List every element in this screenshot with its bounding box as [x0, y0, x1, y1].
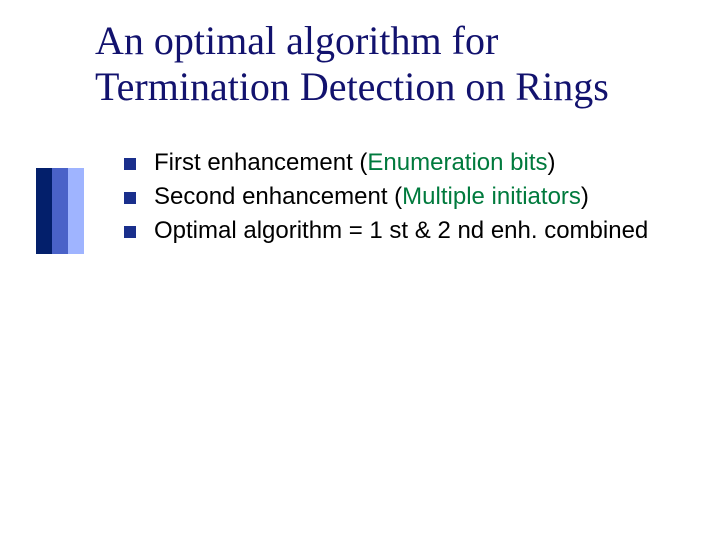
page-title: An optimal algorithm for Termination Det… [95, 18, 685, 110]
list-item-text: First enhancement (Enumeration bits) [154, 148, 556, 178]
text-post: ) [548, 149, 556, 176]
list-item-text: Second enhancement (Multiple initiators) [154, 182, 589, 212]
square-bullet-icon [124, 158, 136, 170]
list-item: First enhancement (Enumeration bits) [124, 148, 664, 178]
text-pre: First enhancement ( [154, 149, 367, 176]
stripe-2 [52, 168, 68, 254]
title-line-1: An optimal algorithm for [95, 18, 498, 63]
title-line-2: Termination Detection on Rings [95, 64, 609, 109]
text-pre: Second enhancement ( [154, 183, 402, 210]
bullet-list: First enhancement (Enumeration bits) Sec… [124, 148, 664, 250]
text-pre: Optimal algorithm = 1 st & 2 nd enh. com… [154, 217, 648, 244]
stripe-1 [36, 168, 52, 254]
list-item-text: Optimal algorithm = 1 st & 2 nd enh. com… [154, 216, 648, 246]
stripe-3 [68, 168, 84, 254]
square-bullet-icon [124, 192, 136, 204]
text-highlight: Enumeration bits [367, 149, 547, 176]
slide: An optimal algorithm for Termination Det… [0, 0, 720, 540]
list-item: Optimal algorithm = 1 st & 2 nd enh. com… [124, 216, 664, 246]
list-item: Second enhancement (Multiple initiators) [124, 182, 664, 212]
square-bullet-icon [124, 226, 136, 238]
text-highlight: Multiple initiators [402, 183, 581, 210]
text-post: ) [581, 183, 589, 210]
decorative-stripes [36, 168, 84, 254]
